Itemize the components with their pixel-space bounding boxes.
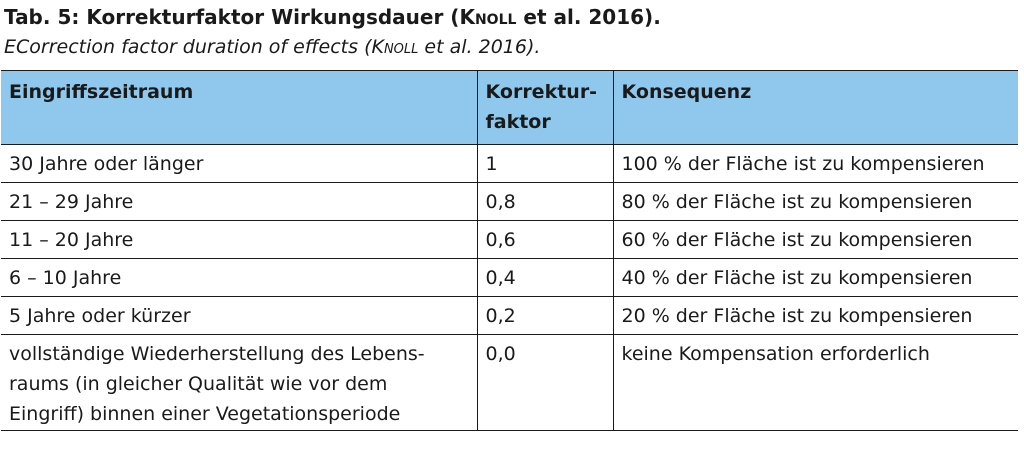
correction-factor-table: Eingriffszeitraum Korrektur-faktor Konse… [1, 70, 1018, 431]
table-title: Tab. 5: Korrekturfaktor Wirkungsdauer (K… [4, 2, 1018, 32]
cell-faktor: 0,4 [476, 258, 614, 297]
cell-zeitraum: 6 – 10 Jahre [1, 258, 478, 297]
cell-konsequenz: 100 % der Fläche ist zu kompensieren [612, 144, 1018, 183]
table-row: 5 Jahre oder kürzer 0,2 20 % der Fläche … [1, 296, 1018, 335]
cell-faktor: 0,2 [476, 296, 614, 335]
cell-zeitraum: vollständige Wiederherstellung des Leben… [1, 334, 478, 431]
table-row: 6 – 10 Jahre 0,4 40 % der Fläche ist zu … [1, 258, 1018, 297]
cell-konsequenz: keine Kompensation erforderlich [612, 334, 1018, 431]
table-row: 30 Jahre oder länger 1 100 % der Fläche … [1, 144, 1018, 183]
cell-konsequenz: 20 % der Fläche ist zu kompensieren [612, 296, 1018, 335]
table-row: vollständige Wiederherstellung des Leben… [1, 334, 1018, 431]
cell-zeitraum-line3: Eingriff) binnen einer Vegetationsperiod… [9, 403, 401, 425]
table-subtitle: ECorrection factor duration of effects (… [4, 32, 1018, 62]
header-korrekturfaktor: Korrektur-faktor [476, 70, 614, 145]
cell-zeitraum: 11 – 20 Jahre [1, 220, 478, 259]
header-korrekturfaktor-line1: Korrektur- [485, 81, 598, 103]
table-caption: Tab. 5: Korrekturfaktor Wirkungsdauer (K… [4, 2, 1018, 62]
cell-zeitraum-line1: vollständige Wiederherstellung des Leben… [9, 343, 425, 365]
cell-faktor: 0,0 [476, 334, 614, 431]
header-korrekturfaktor-line2: faktor [485, 111, 551, 133]
table-row: 11 – 20 Jahre 0,6 60 % der Fläche ist zu… [1, 220, 1018, 259]
subtitle-prefix: ECorrection factor duration of effects ( [4, 36, 372, 58]
header-konsequenz: Konsequenz [612, 70, 1018, 145]
cell-faktor: 1 [476, 144, 614, 183]
cell-zeitraum: 21 – 29 Jahre [1, 182, 478, 221]
title-author: Knoll [459, 5, 517, 29]
subtitle-suffix: et al. 2016). [418, 36, 541, 58]
table-header-row: Eingriffszeitraum Korrektur-faktor Konse… [1, 70, 1018, 145]
title-suffix: et al. 2016). [516, 5, 661, 29]
table-row: 21 – 29 Jahre 0,8 80 % der Fläche ist zu… [1, 182, 1018, 221]
cell-konsequenz: 80 % der Fläche ist zu kompensieren [612, 182, 1018, 221]
cell-faktor: 0,6 [476, 220, 614, 259]
cell-zeitraum-line2: raums (in gleicher Qualität wie vor dem [9, 373, 388, 395]
cell-zeitraum: 5 Jahre oder kürzer [1, 296, 478, 335]
header-eingriffszeitraum: Eingriffszeitraum [1, 70, 478, 145]
cell-konsequenz: 40 % der Fläche ist zu kompensieren [612, 258, 1018, 297]
subtitle-author: Knoll [371, 36, 419, 58]
cell-zeitraum: 30 Jahre oder länger [1, 144, 478, 183]
title-prefix: Tab. 5: Korrekturfaktor Wirkungsdauer ( [4, 5, 460, 29]
cell-faktor: 0,8 [476, 182, 614, 221]
cell-konsequenz: 60 % der Fläche ist zu kompensieren [612, 220, 1018, 259]
